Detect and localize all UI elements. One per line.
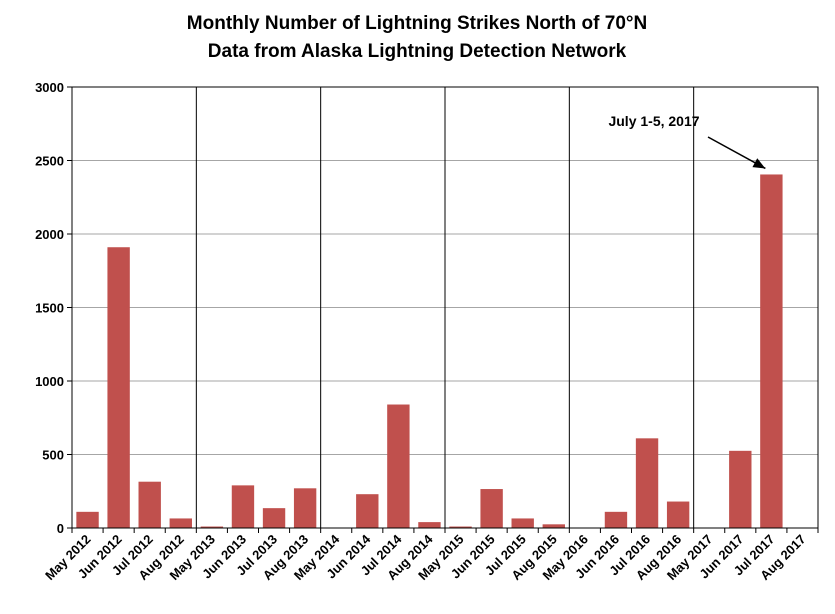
bar-jul-2013 [262, 508, 286, 528]
gridlines [67, 86, 818, 529]
bar-jul-2016 [635, 438, 659, 528]
bar-aug-2014 [418, 522, 441, 528]
y-tick-label-3: 1500 [35, 301, 64, 316]
y-tick-label-4: 2000 [35, 227, 64, 242]
axes [71, 86, 819, 533]
y-tick-label-0: 0 [57, 521, 64, 536]
y-tick-label-1: 500 [42, 448, 64, 463]
bar-jul-2017 [760, 174, 783, 528]
y-tick-label-5: 2500 [35, 154, 64, 169]
bar-jun-2017 [729, 450, 752, 528]
chart-title-line1: Monthly Number of Lightning Strikes Nort… [187, 13, 647, 34]
bar-jun-2013 [231, 485, 255, 528]
annotation-label: July 1-5, 2017 [608, 113, 699, 129]
chart-title-line2: Data from Alaska Lightning Detection Net… [208, 41, 627, 62]
bars [76, 174, 783, 529]
year-separators [195, 87, 695, 528]
y-tick-labels: 0 500 1000 1500 2000 2500 3000 [35, 80, 64, 536]
bar-aug-2015 [542, 524, 565, 528]
y-tick-label-2: 1000 [35, 374, 64, 389]
bar-aug-2012 [169, 518, 192, 528]
bar-jun-2015 [480, 489, 503, 528]
bar-jul-2012 [138, 481, 161, 528]
bar-jun-2014 [356, 494, 379, 528]
bar-may-2012 [76, 511, 99, 528]
bar-jun-2012 [107, 247, 130, 529]
bar-jun-2016 [604, 511, 628, 528]
bar-aug-2013 [293, 488, 317, 528]
bar-may-2013 [200, 526, 224, 528]
bar-jul-2015 [511, 518, 534, 528]
y-tick-label-6: 3000 [35, 80, 64, 95]
annotation-arrow-head [752, 158, 766, 169]
bar-aug-2016 [666, 501, 690, 528]
bar-may-2015 [449, 526, 472, 528]
annotation: July 1-5, 2017 [608, 113, 766, 170]
bar-jul-2014 [387, 404, 410, 528]
